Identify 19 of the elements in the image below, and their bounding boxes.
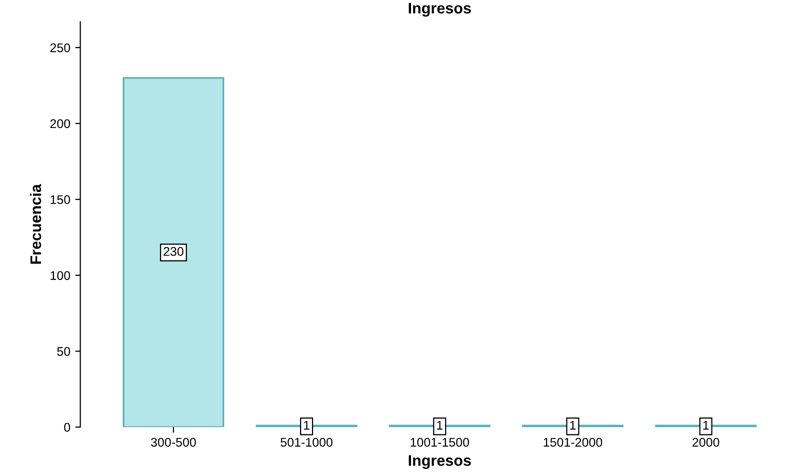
x-tick-label: 300-500	[151, 438, 196, 447]
data-label: 1	[304, 420, 310, 430]
data-label: 1	[703, 420, 709, 430]
y-tick-label: 50	[57, 347, 70, 356]
data-label: 1	[437, 420, 443, 430]
y-tick-label: 0	[64, 422, 70, 432]
y-tick-label: 200	[50, 119, 70, 128]
y-tick-label: 150	[50, 195, 70, 204]
y-tick-label: 250	[50, 43, 70, 52]
x-tick-label: 501-1000	[280, 438, 332, 447]
x-tick-label: 1001-1500	[410, 438, 470, 447]
y-axis-title: Frecuencia	[30, 184, 42, 264]
x-tick-label: 1501-2000	[544, 438, 602, 447]
x-axis-title: Ingresos	[408, 455, 471, 469]
chart-title: Ingresos	[408, 2, 471, 17]
data-label: 1	[570, 420, 576, 430]
y-tick-label: 100	[50, 271, 70, 280]
data-label: 230	[164, 247, 184, 256]
x-tick-label: 2000	[692, 438, 720, 447]
